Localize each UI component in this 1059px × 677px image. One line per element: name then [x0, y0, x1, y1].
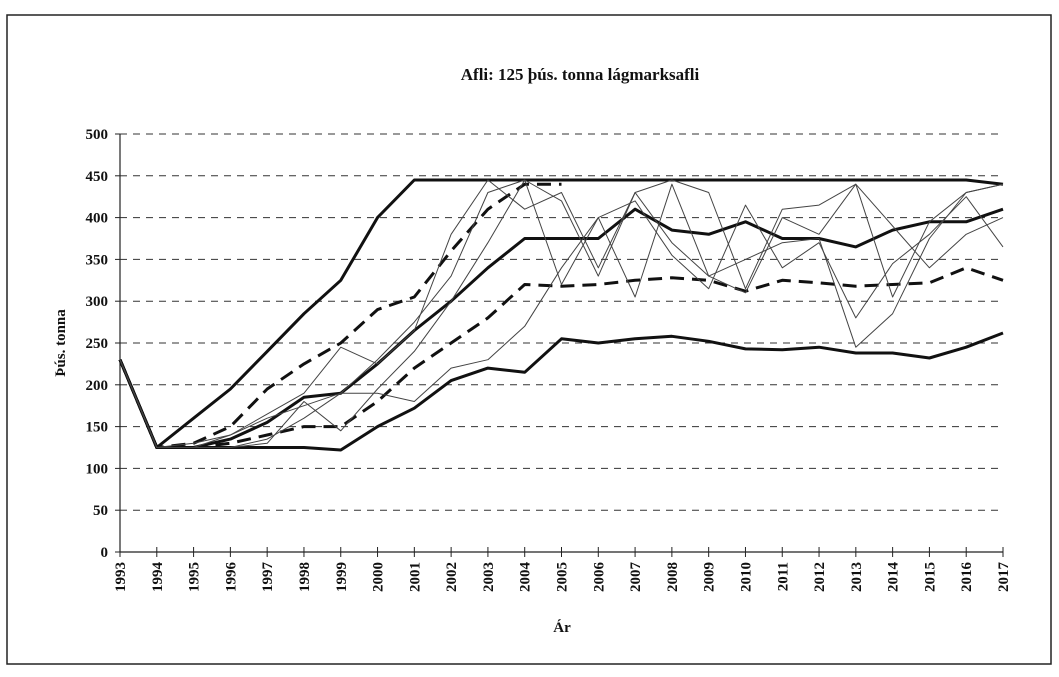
series-line: [118, 178, 1004, 449]
x-tick-label: 2011: [775, 562, 791, 591]
y-tick-label: 300: [86, 294, 109, 310]
x-tick-label: 2007: [628, 562, 644, 593]
x-tick-label: 2012: [812, 562, 828, 592]
x-tick-label: 2004: [518, 562, 534, 593]
series-line: [118, 331, 1004, 452]
x-tick-label: 1997: [260, 562, 276, 593]
x-tick-label: 1998: [297, 562, 313, 592]
x-tick-label: 2017: [996, 562, 1012, 593]
chart-frame: [6, 14, 1052, 665]
chart-title: Afli: 125 þús. tonna lágmarksafli: [461, 65, 700, 84]
x-tick-label: 2005: [555, 562, 571, 592]
x-tick-label: 2009: [702, 562, 718, 592]
x-tick-label: 2016: [959, 562, 975, 593]
y-tick-label: 200: [86, 378, 109, 394]
x-tick-label: 2006: [591, 562, 607, 593]
x-tick-label: 2000: [371, 562, 387, 592]
x-tick-label: 1994: [150, 562, 166, 593]
y-tick-label: 150: [86, 420, 109, 436]
x-tick-label: 2014: [886, 562, 902, 593]
series-line: [118, 182, 562, 449]
series-line: [119, 183, 1004, 448]
x-tick-label: 2013: [849, 562, 865, 592]
y-tick-label: 0: [101, 545, 109, 561]
x-tick-label: 1993: [113, 562, 129, 592]
x-tick-label: 1995: [187, 562, 203, 592]
y-axis-label: Þús. tonna: [53, 309, 69, 377]
x-tick-label: 1996: [223, 562, 239, 593]
x-tick-label: 2015: [922, 562, 938, 592]
series-line: [118, 266, 1004, 449]
y-tick-label: 450: [86, 169, 109, 185]
x-tick-label: 1999: [334, 562, 350, 592]
y-tick-label: 100: [86, 461, 109, 477]
x-axis-label: Ár: [553, 619, 571, 636]
x-tick-label: 2010: [738, 562, 754, 592]
x-tick-label: 2008: [665, 562, 681, 592]
series-line: [119, 179, 1004, 448]
y-tick-label: 400: [86, 211, 109, 227]
y-tick-label: 250: [86, 336, 109, 352]
series-line: [119, 179, 1004, 448]
series-line: [118, 207, 1004, 449]
x-tick-label: 2003: [481, 562, 497, 592]
series-line: [119, 179, 1004, 448]
x-tick-label: 2002: [444, 562, 460, 592]
y-tick-label: 50: [93, 503, 108, 519]
y-tick-label: 350: [86, 252, 109, 268]
y-tick-label: 500: [86, 127, 109, 143]
x-tick-label: 2001: [407, 562, 423, 592]
